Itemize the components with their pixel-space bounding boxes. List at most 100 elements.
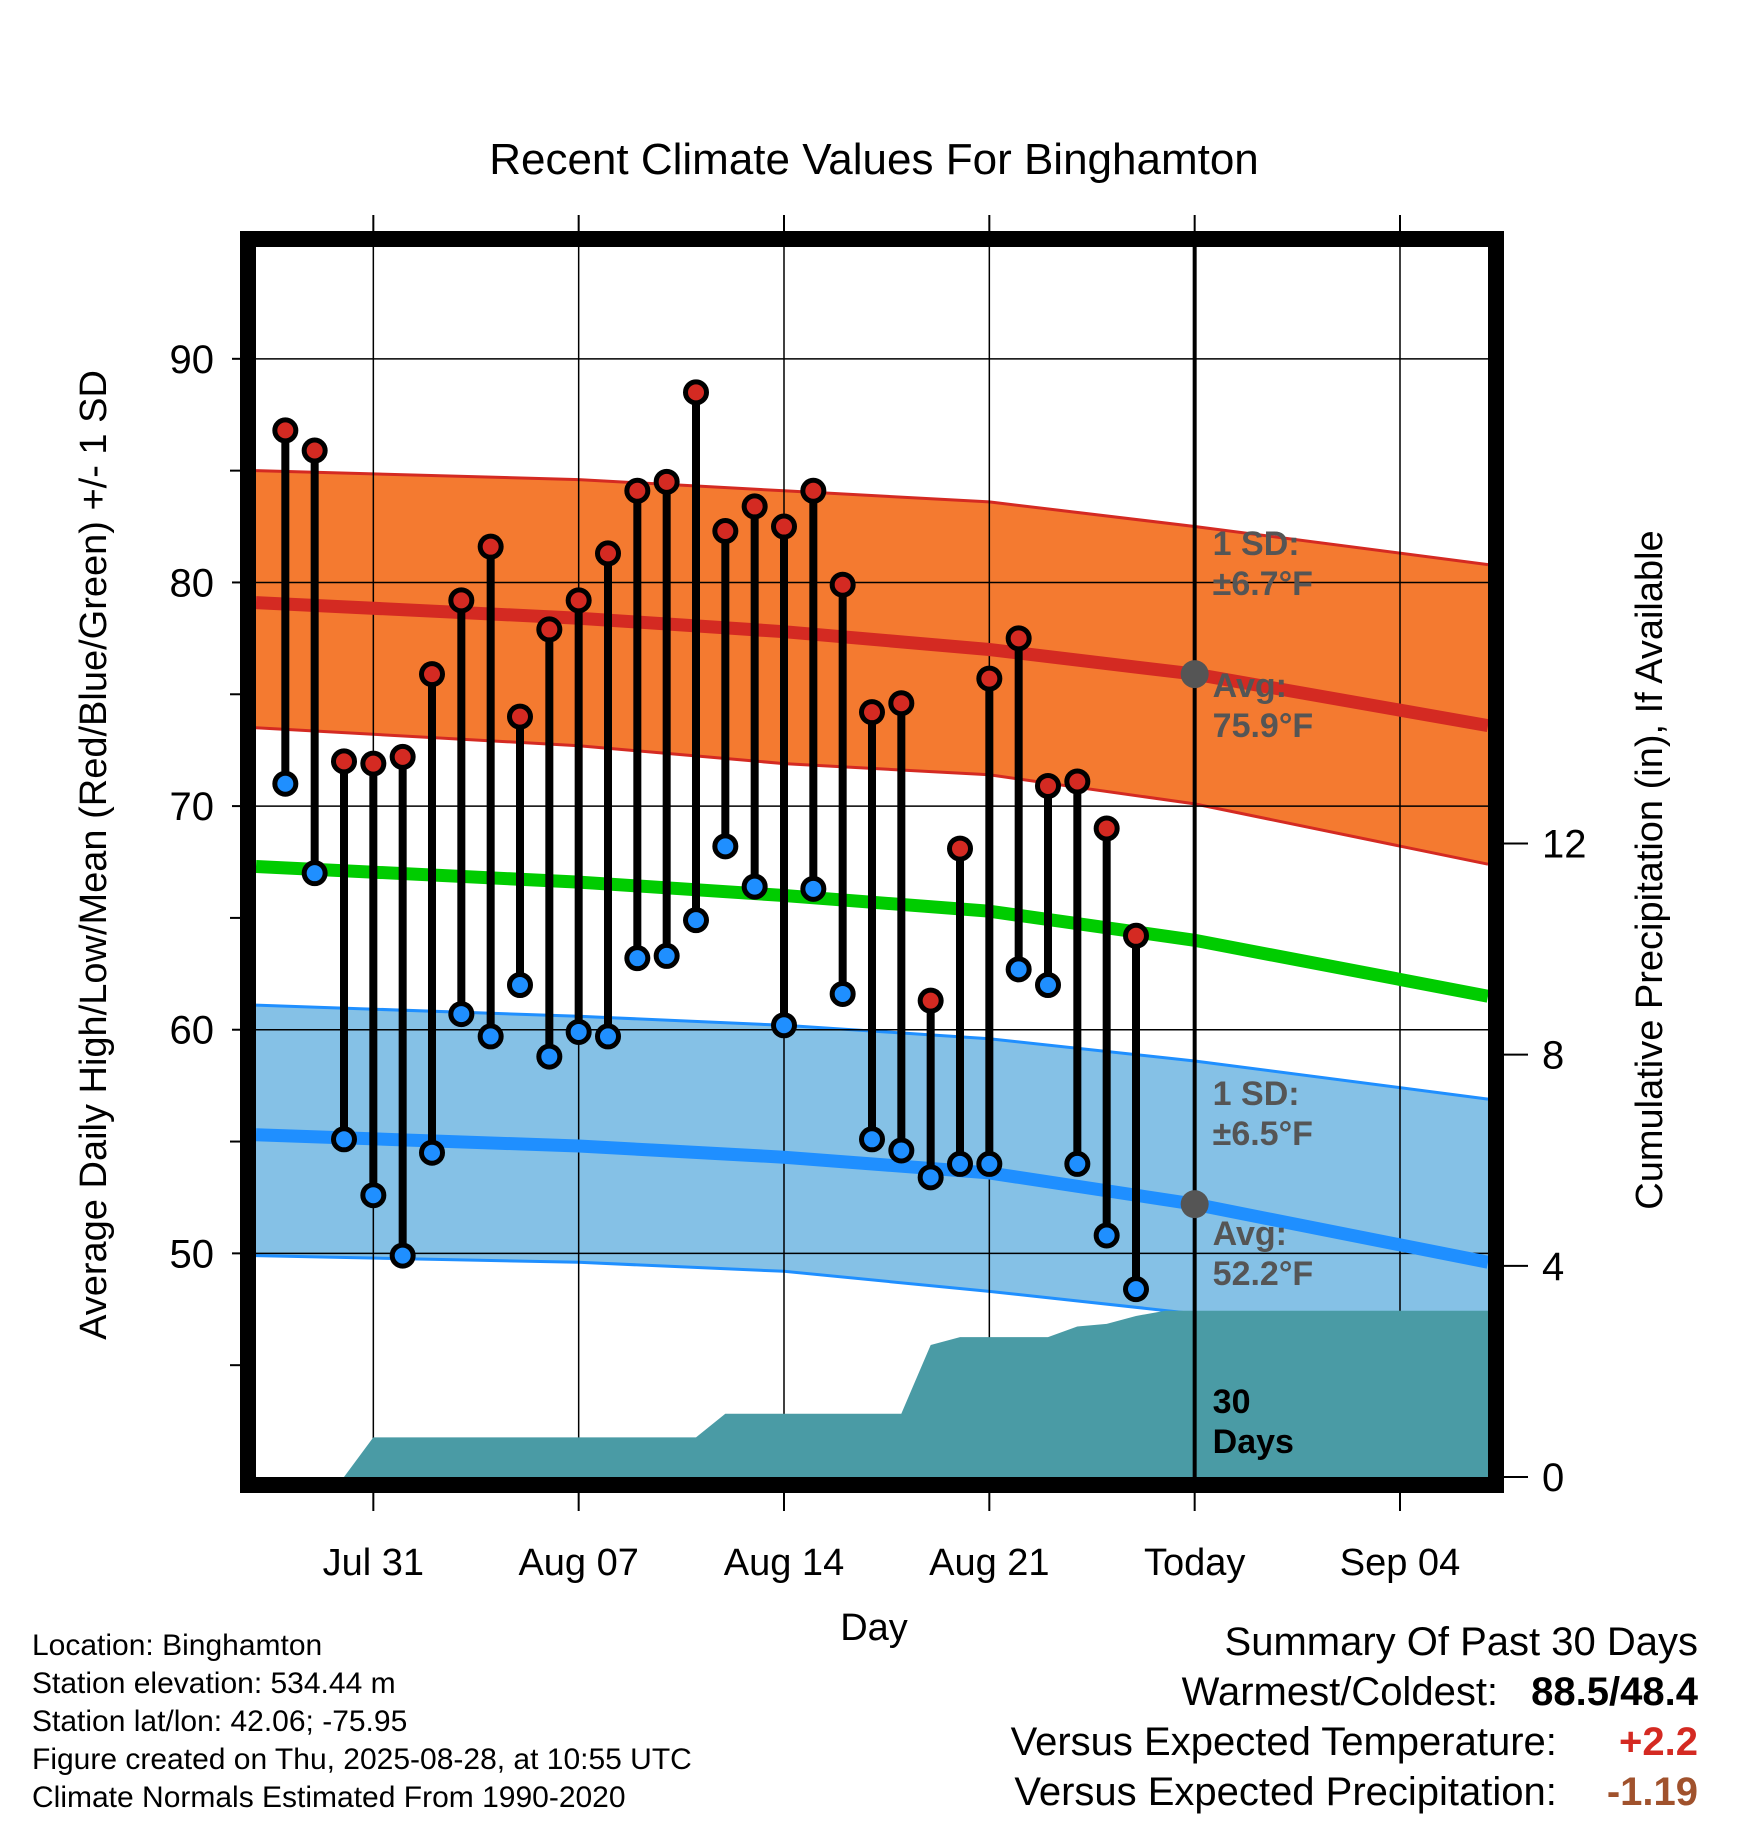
- low-point: [507, 972, 533, 998]
- high-point: [448, 587, 475, 614]
- low-sd-annotation-line: ±6.5°F: [1213, 1115, 1313, 1153]
- y-tick-label: 80: [170, 561, 215, 605]
- high-point: [653, 468, 680, 495]
- precip-area: [344, 1310, 1488, 1477]
- today-low-marker: [1180, 1190, 1209, 1219]
- low-point: [1093, 1222, 1120, 1249]
- y2-tick-label: 12: [1542, 823, 1587, 867]
- high-avg-annotation-line: 75.9°F: [1213, 707, 1314, 745]
- low-point: [448, 1001, 475, 1028]
- high-sd-band-upper-edge: [255, 469, 1489, 567]
- period-annotation-line: 30: [1213, 1383, 1251, 1421]
- high-point: [888, 690, 915, 717]
- period-annotation: 30 Days: [1213, 1383, 1294, 1461]
- high-sd-annotation: 1 SD: ±6.7°F: [1213, 525, 1313, 603]
- low-point: [771, 1012, 797, 1039]
- info-normals: Climate Normals Estimated From 1990-2020: [32, 1781, 626, 1814]
- temp-value: +2.2: [1619, 1720, 1698, 1764]
- normal-mean-line: [255, 860, 1490, 1003]
- high-point: [389, 743, 416, 770]
- low-point: [595, 1023, 621, 1050]
- low-sd-annotation: 1 SD: ±6.5°F: [1213, 1075, 1313, 1153]
- low-point: [272, 770, 299, 797]
- summary-warm-cold: Warmest/Coldest: 88.5/48.4: [1182, 1670, 1698, 1715]
- high-point: [565, 587, 592, 614]
- high-point: [1123, 922, 1149, 949]
- axes: 50 60 70 80 90 0 4 8 12 Jul 31 Aug 07 Aug 14 Aug 21 T…: [170, 215, 1587, 1584]
- high-point: [917, 987, 944, 1014]
- high-point: [741, 493, 768, 520]
- today-high-marker: [1180, 660, 1209, 689]
- low-point: [1035, 972, 1061, 998]
- warm-cold-label: Warmest/Coldest:: [1181, 1670, 1499, 1714]
- x-tick-label: Aug 14: [724, 1542, 844, 1584]
- info-created: Figure created on Thu, 2025-08-28, at 10…: [32, 1743, 692, 1776]
- y2-axis-label: Cumulative Precipitation (in), If Availa…: [1629, 530, 1671, 1209]
- y-tick-label: 50: [170, 1232, 215, 1276]
- normal-bands: [255, 469, 1489, 1343]
- low-point: [301, 860, 328, 887]
- high-point: [976, 665, 1003, 692]
- low-sd-band: [256, 1005, 1488, 1341]
- high-point: [683, 379, 709, 406]
- y-axis-label: Average Daily High/Low/Mean (Red/Blue/Gr…: [73, 370, 115, 1340]
- y2-tick-label: 4: [1542, 1245, 1564, 1289]
- low-point: [419, 1139, 445, 1166]
- x-tick-label: Aug 21: [929, 1542, 1049, 1584]
- low-point: [624, 945, 651, 972]
- low-point: [741, 873, 768, 900]
- low-point: [536, 1043, 563, 1070]
- high-point: [1005, 625, 1032, 652]
- x-tick-label: Today: [1144, 1542, 1245, 1584]
- normal-low-line: [255, 1128, 1490, 1269]
- y2-tick-label: 0: [1542, 1456, 1564, 1500]
- normal-lines: [255, 596, 1490, 1269]
- low-point: [800, 875, 827, 902]
- high-point: [712, 518, 739, 545]
- low-point: [947, 1150, 973, 1177]
- chart-title: Recent Climate Values For Binghamton: [489, 135, 1259, 184]
- high-point: [771, 513, 797, 540]
- high-point: [272, 417, 299, 444]
- high-point: [1035, 772, 1061, 799]
- low-point: [565, 1018, 592, 1045]
- low-sd-annotation-line: 1 SD:: [1213, 1075, 1300, 1113]
- plot-frame: [240, 231, 1504, 1493]
- info-location: Location: Binghamton: [32, 1629, 323, 1662]
- high-sd-annotation-line: ±6.7°F: [1213, 565, 1313, 603]
- high-avg-annotation-line: Avg:: [1213, 667, 1287, 705]
- high-point: [507, 703, 533, 730]
- low-point: [1064, 1150, 1091, 1177]
- low-point: [1123, 1276, 1149, 1303]
- high-point: [536, 616, 563, 643]
- precip-label: Versus Expected Precipitation:: [1014, 1770, 1557, 1814]
- y-tick-label: 60: [170, 1009, 215, 1053]
- low-avg-annotation-line: 52.2°F: [1213, 1255, 1314, 1293]
- period-annotation-line: Days: [1213, 1423, 1294, 1461]
- low-point: [829, 980, 856, 1007]
- high-point: [947, 835, 973, 862]
- x-tick-label: Aug 07: [518, 1542, 638, 1584]
- plot-border: [240, 231, 1504, 1493]
- high-avg-annotation: Avg: 75.9°F: [1213, 667, 1314, 745]
- low-point: [859, 1126, 885, 1153]
- high-point: [829, 571, 856, 598]
- high-point: [624, 477, 651, 504]
- high-point: [1064, 768, 1091, 795]
- high-point: [419, 661, 445, 688]
- y-tick-label: 70: [170, 785, 215, 829]
- daily-range-bars: [272, 379, 1149, 1303]
- low-sd-band-upper-edge: [255, 1003, 1489, 1101]
- summary-title: Summary Of Past 30 Days: [1224, 1620, 1698, 1664]
- temp-label: Versus Expected Temperature:: [1010, 1720, 1557, 1764]
- high-point: [301, 437, 328, 464]
- low-point: [1005, 956, 1032, 983]
- high-point: [859, 699, 885, 726]
- high-sd-band: [256, 470, 1488, 865]
- y-tick-label: 90: [170, 338, 215, 382]
- low-avg-annotation: Avg: 52.2°F: [1213, 1215, 1314, 1293]
- low-point: [477, 1023, 504, 1050]
- low-point: [917, 1164, 944, 1191]
- precip-fill: [344, 1310, 1488, 1477]
